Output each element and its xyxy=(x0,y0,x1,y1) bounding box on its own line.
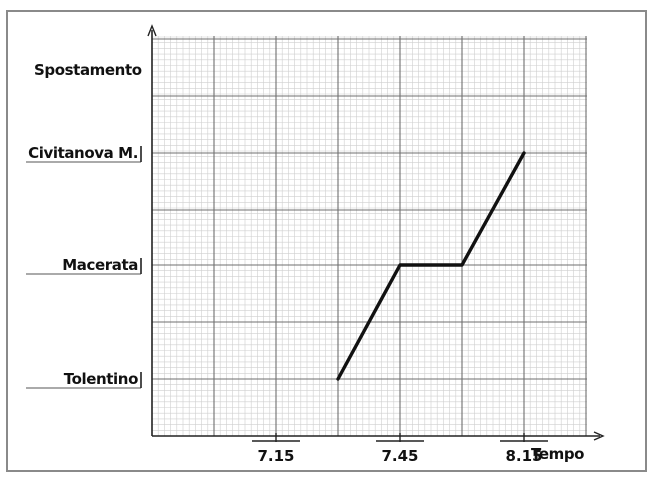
x-axis-arrow xyxy=(593,431,605,441)
x-tick-label: 8.15 xyxy=(505,447,542,465)
y-axis-arrow xyxy=(147,24,157,37)
y-axis-title: Spostamento xyxy=(34,61,142,79)
series-group xyxy=(336,151,526,381)
axes xyxy=(147,24,605,442)
x-axis-labels: 7.15 7.45 8.15 xyxy=(252,440,548,465)
chart-frame xyxy=(6,10,647,472)
y-tick-label: Civitanova M. xyxy=(28,144,138,162)
y-axis-labels: Tolentino Macerata Civitanova M. xyxy=(26,144,142,389)
series-line xyxy=(336,151,526,381)
y-tick-label: Macerata xyxy=(62,256,138,274)
x-tick-label: 7.15 xyxy=(257,447,294,465)
x-axis-title: Tempo xyxy=(531,445,584,463)
x-tick-label: 7.45 xyxy=(381,447,418,465)
grid-major xyxy=(152,36,587,436)
y-tick-label: Tolentino xyxy=(64,370,138,388)
